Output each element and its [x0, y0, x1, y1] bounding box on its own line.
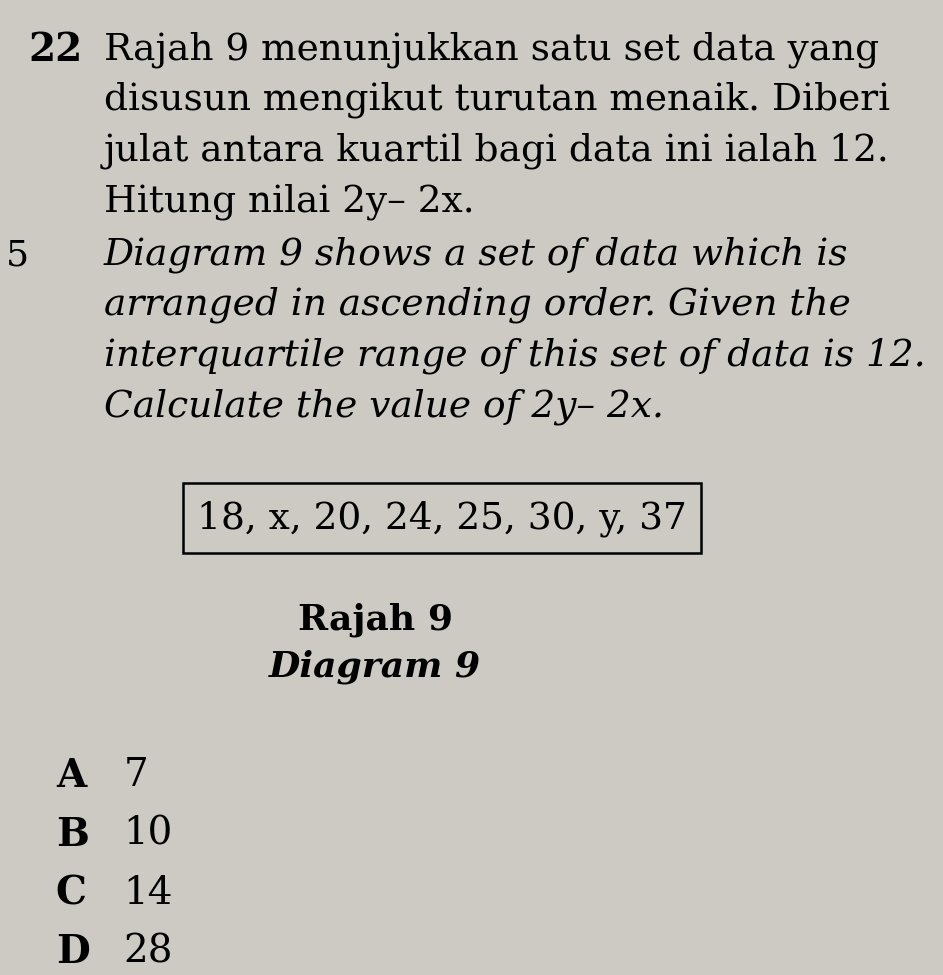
- Text: 10: 10: [124, 816, 173, 853]
- Text: Hitung nilai 2y– 2x.: Hitung nilai 2y– 2x.: [104, 183, 474, 220]
- Text: arranged in ascending order. Given the: arranged in ascending order. Given the: [104, 287, 851, 324]
- Text: C: C: [56, 875, 87, 913]
- Text: 22: 22: [28, 31, 82, 69]
- Text: julat antara kuartil bagi data ini ialah 12.: julat antara kuartil bagi data ini ialah…: [104, 133, 889, 170]
- Text: interquartile range of this set of data is 12.: interquartile range of this set of data …: [104, 337, 925, 374]
- Text: 7: 7: [124, 758, 148, 795]
- Text: Rajah 9 menunjukkan satu set data yang: Rajah 9 menunjukkan satu set data yang: [104, 31, 879, 67]
- Text: 18, x, 20, 24, 25, 30, y, 37: 18, x, 20, 24, 25, 30, y, 37: [197, 500, 687, 536]
- Text: D: D: [56, 933, 90, 971]
- Text: Rajah 9: Rajah 9: [298, 603, 453, 637]
- Text: Diagram 9 shows a set of data which is: Diagram 9 shows a set of data which is: [104, 236, 848, 273]
- Text: 5: 5: [7, 238, 29, 272]
- Text: Calculate the value of 2y– 2x.: Calculate the value of 2y– 2x.: [104, 388, 664, 425]
- Text: 28: 28: [124, 933, 173, 970]
- Bar: [183, 484, 702, 554]
- Text: A: A: [56, 758, 86, 796]
- Text: B: B: [56, 816, 89, 854]
- Text: disusun mengikut turutan menaik. Diberi: disusun mengikut turutan menaik. Diberi: [104, 82, 889, 119]
- Text: Diagram 9: Diagram 9: [270, 649, 481, 683]
- Text: 14: 14: [124, 875, 173, 912]
